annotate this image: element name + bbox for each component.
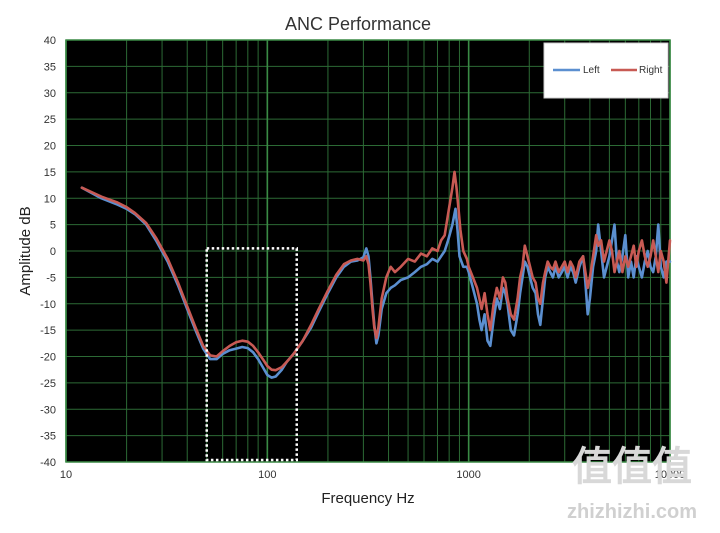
watermark-text: zhizhizhi.com <box>567 501 697 523</box>
y-tick-label: -20 <box>40 352 56 364</box>
x-axis-ticks: 10 100 1000 10000 <box>60 469 685 481</box>
y-tick-label: -10 <box>40 299 56 311</box>
y-tick-label: 40 <box>44 35 56 47</box>
x-tick-label: 10000 <box>655 469 686 481</box>
y-tick-label: 20 <box>44 141 56 153</box>
y-tick-label: -25 <box>40 378 56 390</box>
grid-lines <box>65 39 671 463</box>
y-tick-label: -35 <box>40 431 56 443</box>
y-tick-label: -30 <box>40 404 56 416</box>
series-line-right <box>80 170 672 372</box>
legend-label-left: Left <box>583 65 600 76</box>
y-tick-label: -15 <box>40 325 56 337</box>
highlight-box <box>205 247 299 462</box>
y-tick-label: 25 <box>44 114 56 126</box>
y-tick-label: 5 <box>50 220 56 232</box>
y-tick-label: 10 <box>44 193 56 205</box>
legend: Left Right <box>543 42 669 99</box>
chart-title: ANC Performance <box>285 14 431 34</box>
y-tick-label: 15 <box>44 167 56 179</box>
x-tick-label: 1000 <box>456 469 480 481</box>
x-axis-label: Frequency Hz <box>321 490 414 507</box>
x-tick-label: 10 <box>60 469 72 481</box>
y-tick-label: -40 <box>40 457 56 469</box>
y-tick-label: 0 <box>50 246 56 258</box>
x-tick-label: 100 <box>258 469 276 481</box>
series-line-left <box>80 186 672 379</box>
y-tick-label: 35 <box>44 61 56 73</box>
y-tick-label: 30 <box>44 88 56 100</box>
watermark-glyphs: 值值值 <box>572 445 692 489</box>
y-axis-label: Amplitude dB <box>17 206 34 295</box>
y-tick-label: -5 <box>46 272 56 284</box>
legend-label-right: Right <box>639 65 663 76</box>
series-layer <box>80 170 672 379</box>
watermark: 值值值 zhizhizhi.com <box>567 445 697 523</box>
y-axis-ticks: 40 35 30 25 20 15 10 5 0 -5 -10 -15 -20 -25 -30 -35 -40 <box>40 35 56 469</box>
